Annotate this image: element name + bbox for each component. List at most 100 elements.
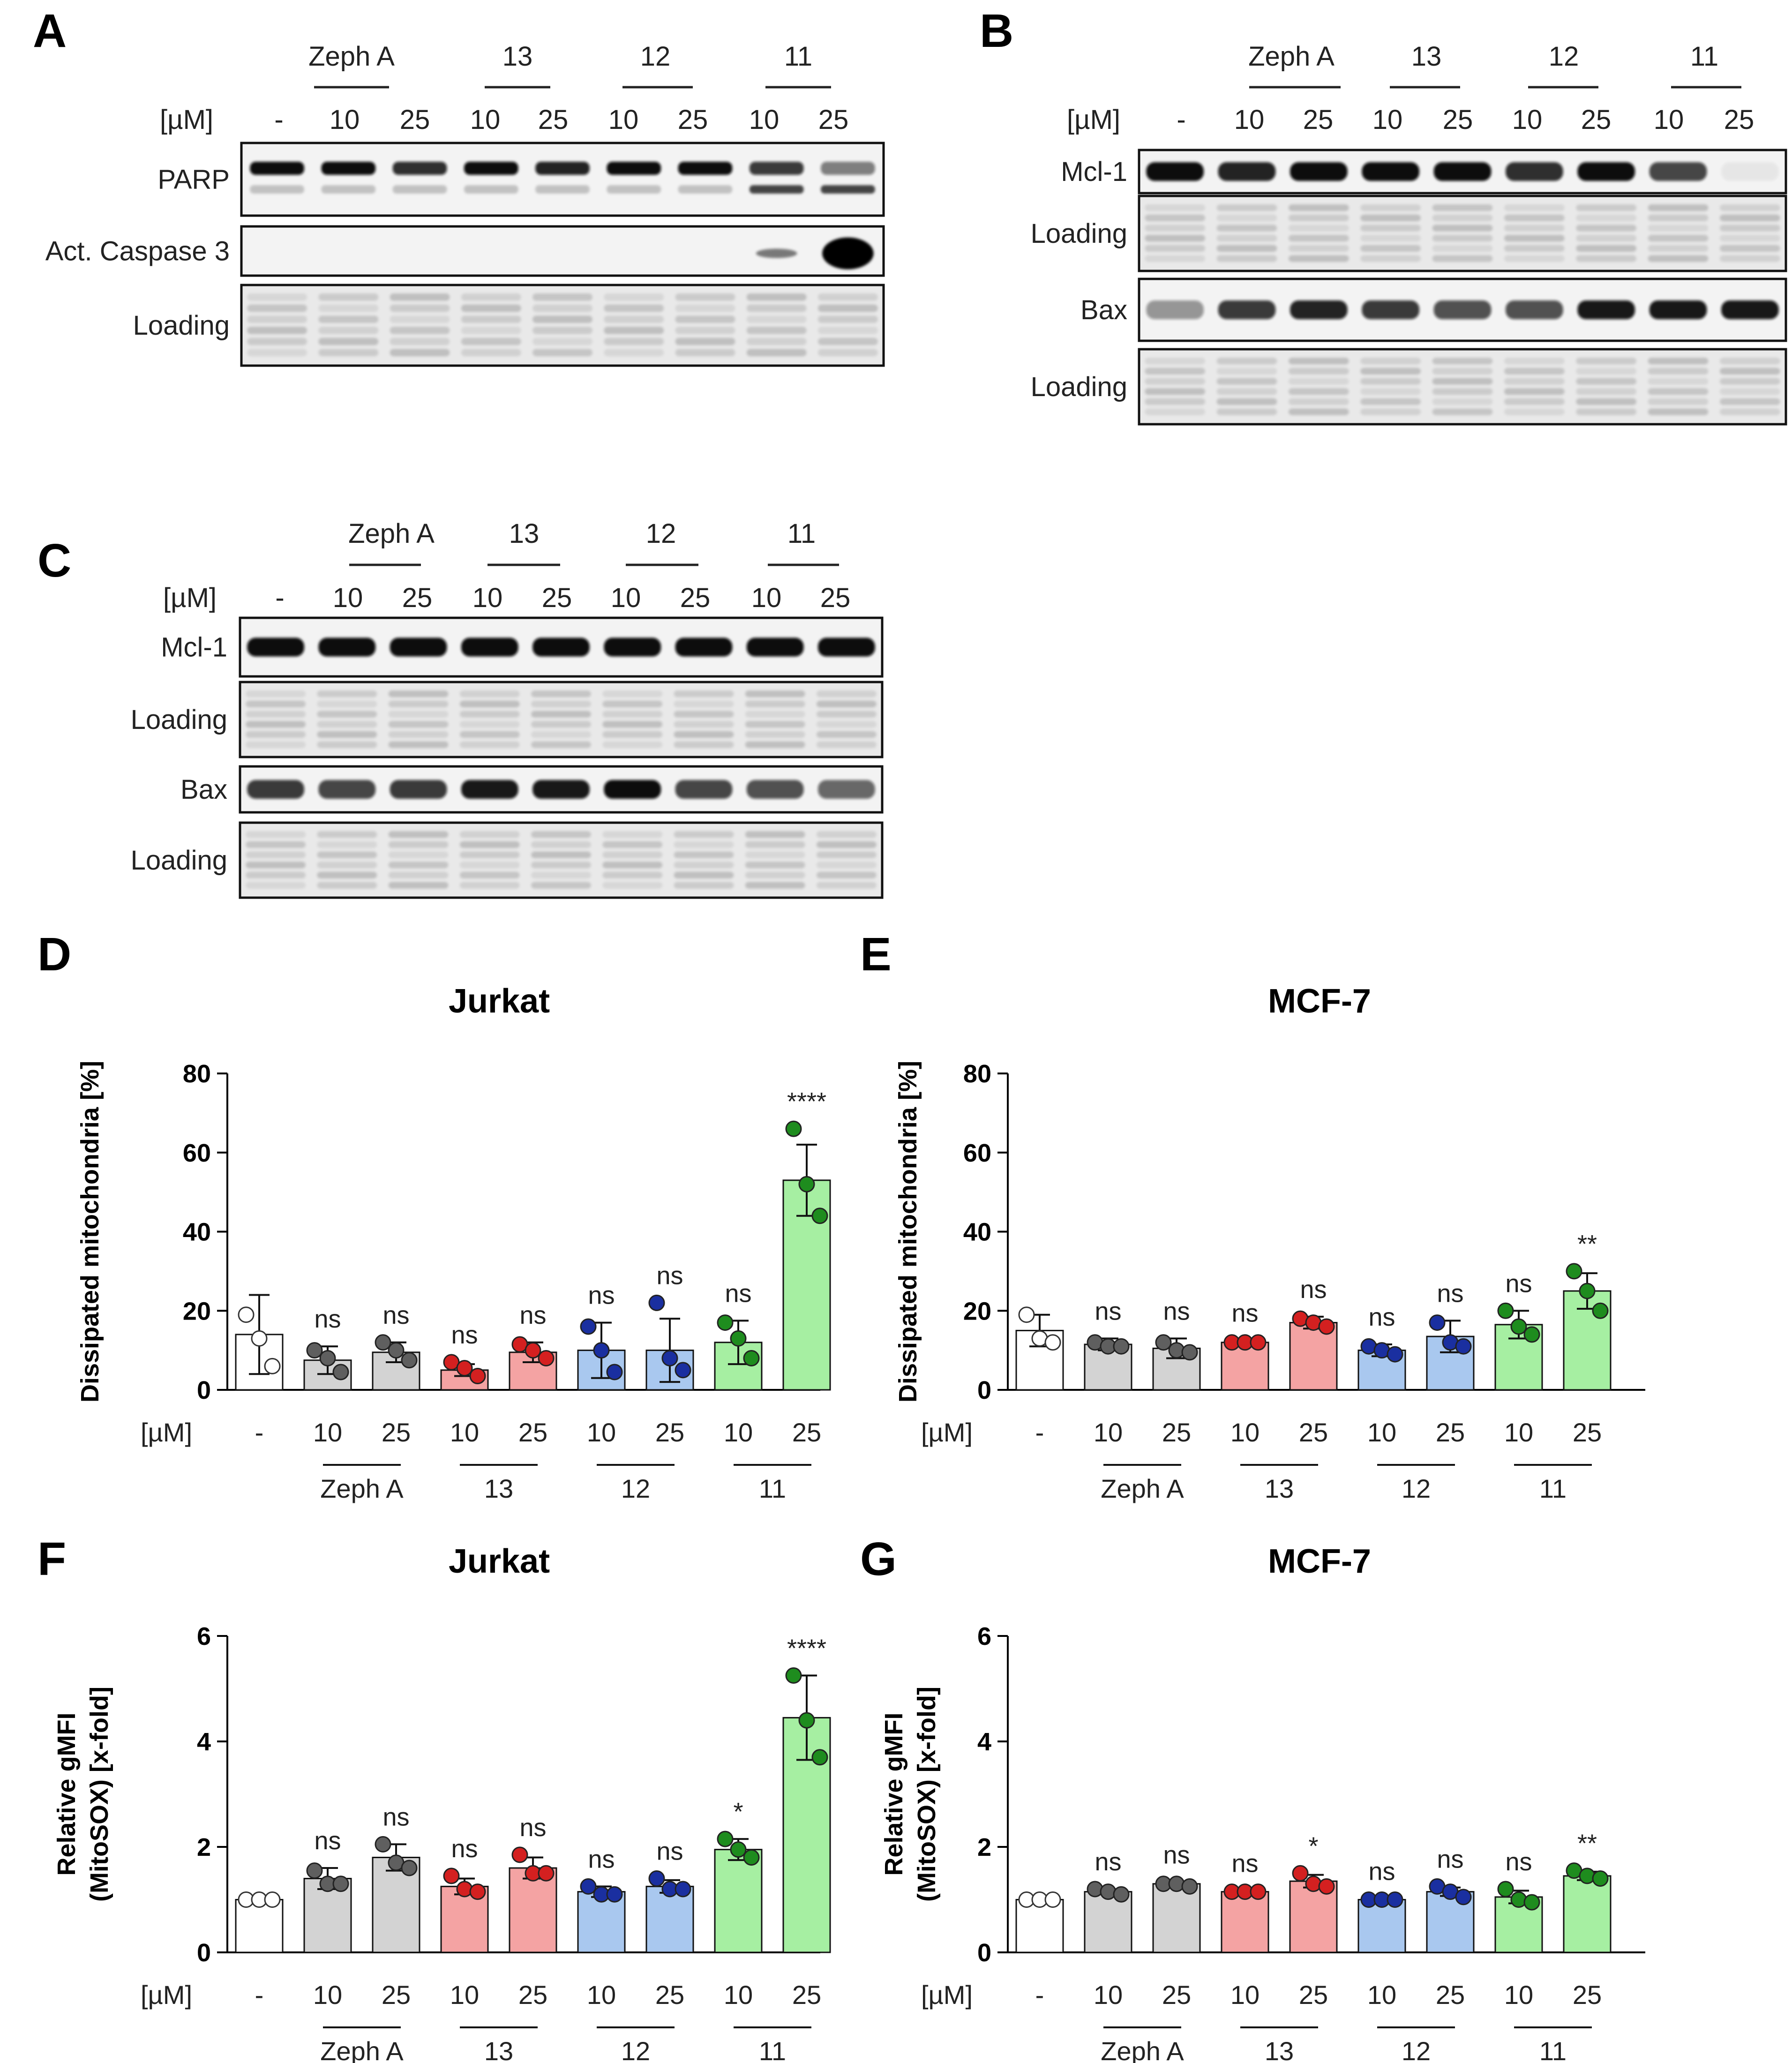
loading-band (674, 851, 734, 858)
significance-label: ns (1437, 1845, 1463, 1873)
protein-band (318, 638, 376, 657)
loading-band (1504, 398, 1565, 405)
loading-band (674, 690, 734, 698)
loading-band (746, 315, 807, 323)
data-point (1155, 1334, 1172, 1351)
loading-band (1576, 398, 1637, 405)
blot-lane-label: 25 (542, 583, 572, 613)
loading-band (246, 862, 306, 869)
loading-band (1288, 368, 1349, 375)
blot-a-header: Zeph A 13 12 11 [µM] - 10 25 10 25 10 25 10 25 (160, 41, 848, 135)
significance-label: ns (314, 1305, 341, 1333)
bar-group: ns (440, 1321, 489, 1391)
loading-band (1504, 408, 1565, 415)
chart-title: Jurkat (449, 1543, 550, 1580)
data-point (1087, 1881, 1103, 1898)
loading-band (816, 731, 877, 738)
data-point (743, 1350, 760, 1366)
x-tick-label: 25 (655, 1980, 684, 2010)
conc-label: [µM] (141, 1980, 192, 2010)
blot-row: Loading (133, 284, 885, 367)
blot-lane-label: 10 (1234, 105, 1265, 135)
y-tick-label: 0 (977, 1939, 991, 1967)
parp-band (321, 162, 376, 175)
significance-label: ns (382, 1803, 409, 1831)
loading-band (816, 862, 877, 869)
blot-lane-label: 10 (749, 105, 780, 135)
data-point (456, 1881, 473, 1898)
loading-band (816, 741, 877, 748)
data-point (730, 1330, 747, 1347)
loading-band (602, 882, 663, 889)
loading-band (246, 711, 306, 718)
data-point (375, 1836, 391, 1853)
loading-band (1288, 408, 1349, 415)
significance-label: ns (656, 1261, 683, 1290)
loading-band (531, 700, 591, 708)
loading-band (318, 315, 379, 323)
loading-band (816, 841, 877, 848)
conc-label: [µM] (921, 1980, 973, 2010)
data-point (798, 1176, 815, 1193)
loading-band (745, 690, 805, 698)
blot-c-group-label: Zeph A (348, 518, 435, 549)
x-tick-label: 10 (587, 1980, 616, 2010)
blot-lane-label: 25 (402, 583, 433, 613)
blot-b-group-label: 11 (1690, 41, 1718, 72)
loading-band (602, 741, 663, 748)
y-axis-label: Dissipated mitochondria [%] (894, 1061, 922, 1403)
blot-bands (1146, 162, 1779, 181)
y-axis-label-line2: (MitoSOX) [x-fold] (913, 1687, 941, 1902)
significance-label: ns (1231, 1299, 1258, 1328)
loading-band (1360, 214, 1421, 222)
data-point (1497, 1302, 1514, 1319)
data-point (401, 1352, 418, 1369)
data-point (1455, 1338, 1472, 1355)
loading-band (674, 721, 734, 728)
loading-band (1648, 398, 1709, 405)
bar-group: ns (1221, 1299, 1269, 1391)
blot-row-label: Act. Caspase 3 (45, 236, 230, 267)
data-point (1113, 1338, 1130, 1355)
data-point (1497, 1881, 1514, 1898)
data-point (1113, 1886, 1130, 1903)
data-point (811, 1208, 828, 1224)
loading-band (531, 862, 591, 869)
loading-band (1432, 235, 1493, 242)
group-label: 11 (1539, 1474, 1567, 1503)
loading-band (675, 304, 735, 312)
loading-band (604, 315, 664, 323)
loading-band (1504, 358, 1565, 365)
loading-band (674, 741, 734, 748)
blot-lane-label: 10 (333, 583, 363, 613)
loading-band (532, 338, 592, 345)
blot-bands (246, 690, 877, 748)
loading-band (318, 338, 379, 345)
data-point (1318, 1878, 1335, 1895)
loading-band (1648, 255, 1709, 262)
significance-label: ns (1095, 1297, 1121, 1325)
data-point (401, 1860, 418, 1876)
data-point (785, 1667, 802, 1684)
bar-group: ns (645, 1838, 694, 1953)
blot-row: Bax (180, 765, 884, 814)
loading-band (1360, 358, 1421, 365)
loading-band (1719, 245, 1780, 252)
data-point (306, 1342, 323, 1359)
data-point (375, 1334, 391, 1351)
protein-band (1290, 300, 1348, 319)
loading-band (1360, 388, 1421, 395)
protein-band (1290, 162, 1348, 181)
loading-band (531, 871, 591, 879)
loading-band (388, 731, 449, 738)
parp-band (678, 162, 733, 175)
protein-band (604, 780, 661, 799)
x-tick-label: 10 (1094, 1980, 1123, 2010)
loading-band (1432, 214, 1493, 222)
loading-band (1719, 368, 1780, 375)
loading-band (745, 862, 805, 869)
blot-row-label: Loading (131, 845, 227, 876)
loading-band (531, 721, 591, 728)
group-label: 13 (484, 2036, 513, 2063)
bar-group: ns (509, 1814, 557, 1953)
